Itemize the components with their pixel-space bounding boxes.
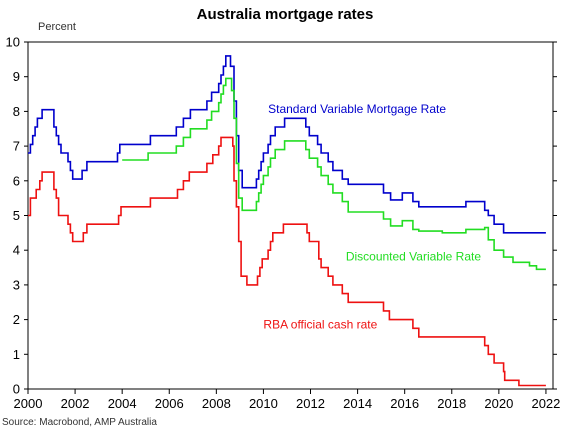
y-tick-label: 9 xyxy=(13,69,20,84)
y-tick-label: 8 xyxy=(13,104,20,119)
x-tick-label: 2012 xyxy=(296,396,325,411)
chart-series xyxy=(28,55,546,387)
source-note: Source: Macrobond, AMP Australia xyxy=(2,417,157,428)
series-line-standard-variable-mortgage-rate xyxy=(28,55,546,234)
series-label: Discounted Variable Rate xyxy=(346,250,482,264)
y-tick-label: 1 xyxy=(13,347,20,362)
x-tick-label: 2022 xyxy=(531,396,560,411)
series-line-discounted-variable-rate xyxy=(122,77,546,271)
chart-title: Australia mortgage rates xyxy=(196,6,374,23)
series-label: RBA official cash rate xyxy=(263,317,377,331)
x-tick-label: 2006 xyxy=(155,396,184,411)
x-tick-label: 2020 xyxy=(484,396,513,411)
y-tick-label: 5 xyxy=(13,208,20,223)
y-tick-label: 6 xyxy=(13,173,20,188)
x-tick-label: 2014 xyxy=(343,396,372,411)
y-tick-label: 2 xyxy=(13,312,20,327)
y-tick-label: 7 xyxy=(13,139,20,154)
series-line-rba-official-cash-rate xyxy=(28,136,546,387)
x-tick-label: 2008 xyxy=(202,396,231,411)
series-label: Standard Variable Mortgage Rate xyxy=(268,102,446,116)
y-tick-label: 0 xyxy=(13,382,20,397)
y-tick-label: 10 xyxy=(6,35,20,50)
chart-axes: 0 1 2 3 4 5 6 7 8 9 10 2000 2002 2004 2006 2008 2010 2012… xyxy=(6,35,561,412)
y-tick-label: 3 xyxy=(13,277,20,292)
chart-annotations: Standard Variable Mortgage Rate Discounte… xyxy=(263,102,481,331)
x-tick-label: 2016 xyxy=(390,396,419,411)
x-tick-label: 2002 xyxy=(61,396,90,411)
x-tick-label: 2000 xyxy=(14,396,43,411)
y-tick-label: 4 xyxy=(13,243,20,258)
x-tick-label: 2010 xyxy=(249,396,278,411)
x-tick-label: 2004 xyxy=(108,396,137,411)
y-axis-unit-label: Percent xyxy=(38,21,76,33)
x-tick-label: 2018 xyxy=(437,396,466,411)
